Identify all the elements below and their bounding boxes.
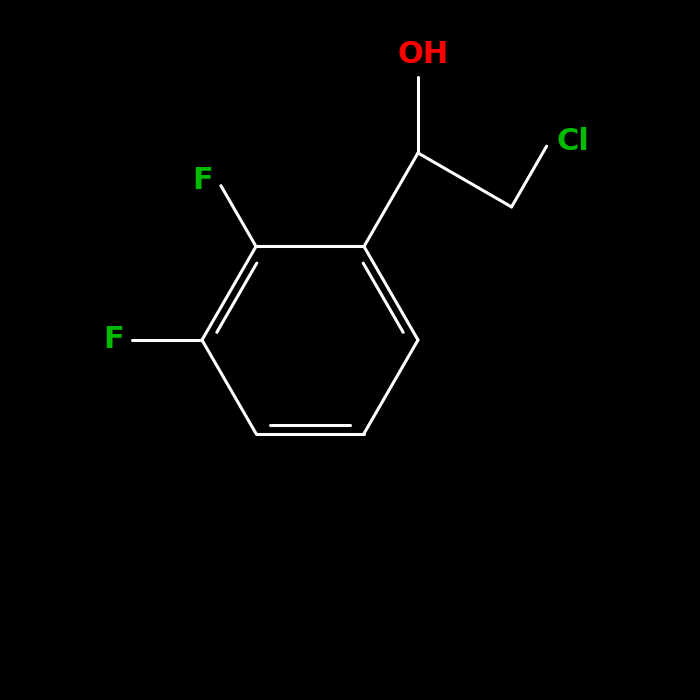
Text: F: F xyxy=(103,326,124,354)
Text: OH: OH xyxy=(398,41,449,69)
Text: F: F xyxy=(192,166,213,195)
Text: Cl: Cl xyxy=(556,127,589,155)
